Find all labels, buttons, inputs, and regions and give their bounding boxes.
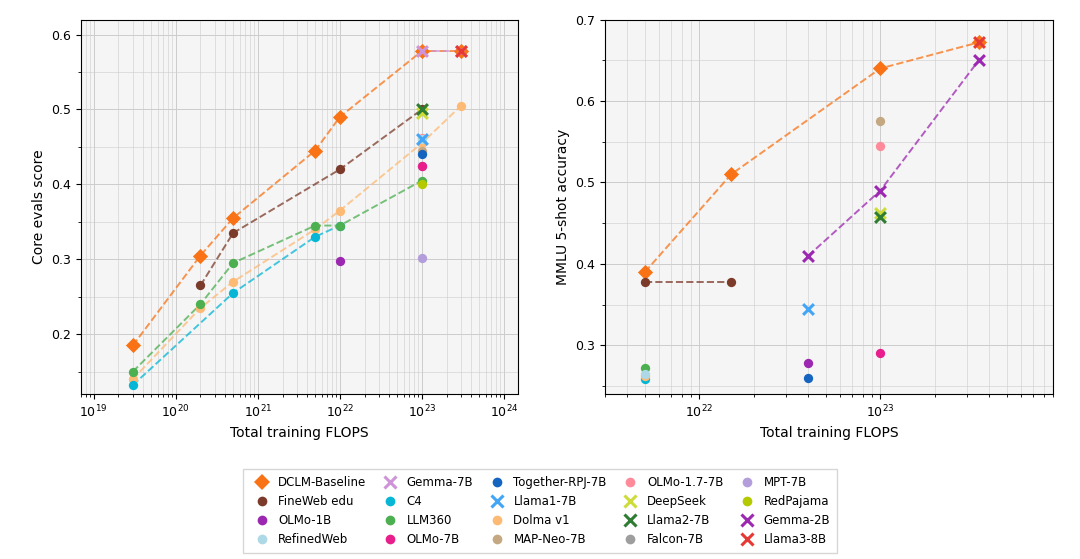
Point: [225, 214, 242, 222]
Point: [453, 46, 470, 55]
Point: [414, 46, 431, 55]
Point: [307, 233, 324, 241]
Point: [872, 213, 889, 222]
Point: [414, 105, 431, 114]
Point: [192, 281, 210, 290]
Legend: DCLM-Baseline, FineWeb edu, OLMo-1B, RefinedWeb, Gemma-7B, C4, LLM360, OLMo-7B, : DCLM-Baseline, FineWeb edu, OLMo-1B, Ref…: [243, 469, 837, 553]
Point: [414, 161, 431, 170]
Point: [414, 108, 431, 117]
Y-axis label: MMLU 5-shot accuracy: MMLU 5-shot accuracy: [555, 129, 569, 285]
Point: [414, 135, 431, 144]
Point: [124, 381, 141, 390]
Point: [872, 209, 889, 218]
Point: [332, 221, 349, 230]
Point: [636, 372, 653, 381]
Point: [970, 56, 987, 65]
Point: [225, 258, 242, 268]
Point: [192, 251, 210, 260]
Point: [332, 112, 349, 121]
Point: [453, 46, 470, 55]
Point: [225, 288, 242, 297]
X-axis label: Total training FLOPS: Total training FLOPS: [230, 426, 369, 440]
Point: [124, 341, 141, 350]
Point: [453, 46, 470, 55]
Point: [872, 141, 889, 150]
Point: [723, 277, 740, 286]
Y-axis label: Core evals score: Core evals score: [31, 149, 45, 264]
Point: [636, 268, 653, 277]
Point: [414, 146, 431, 155]
Point: [414, 180, 431, 189]
Point: [332, 165, 349, 174]
Point: [414, 161, 431, 170]
Point: [970, 38, 987, 47]
Point: [307, 146, 324, 155]
Point: [970, 38, 987, 47]
Point: [414, 46, 431, 55]
Point: [332, 206, 349, 215]
X-axis label: Total training FLOPS: Total training FLOPS: [759, 426, 899, 440]
Point: [414, 253, 431, 262]
Point: [723, 170, 740, 179]
Point: [192, 304, 210, 312]
Point: [799, 251, 816, 260]
Point: [332, 221, 349, 230]
Point: [799, 373, 816, 382]
Point: [225, 277, 242, 286]
Point: [453, 101, 470, 110]
Point: [307, 225, 324, 234]
Point: [872, 186, 889, 195]
Point: [414, 176, 431, 185]
Point: [636, 375, 653, 384]
Point: [636, 277, 653, 286]
Point: [414, 134, 431, 143]
Point: [872, 349, 889, 358]
Point: [414, 150, 431, 159]
Point: [636, 363, 653, 372]
Point: [332, 256, 349, 265]
Point: [414, 139, 431, 148]
Point: [636, 369, 653, 378]
Point: [225, 229, 242, 238]
Point: [192, 300, 210, 309]
Point: [307, 221, 324, 230]
Point: [414, 135, 431, 144]
Point: [872, 64, 889, 73]
Point: [799, 359, 816, 368]
Point: [124, 375, 141, 383]
Point: [872, 116, 889, 125]
Point: [414, 105, 431, 114]
Point: [124, 367, 141, 376]
Point: [799, 304, 816, 313]
